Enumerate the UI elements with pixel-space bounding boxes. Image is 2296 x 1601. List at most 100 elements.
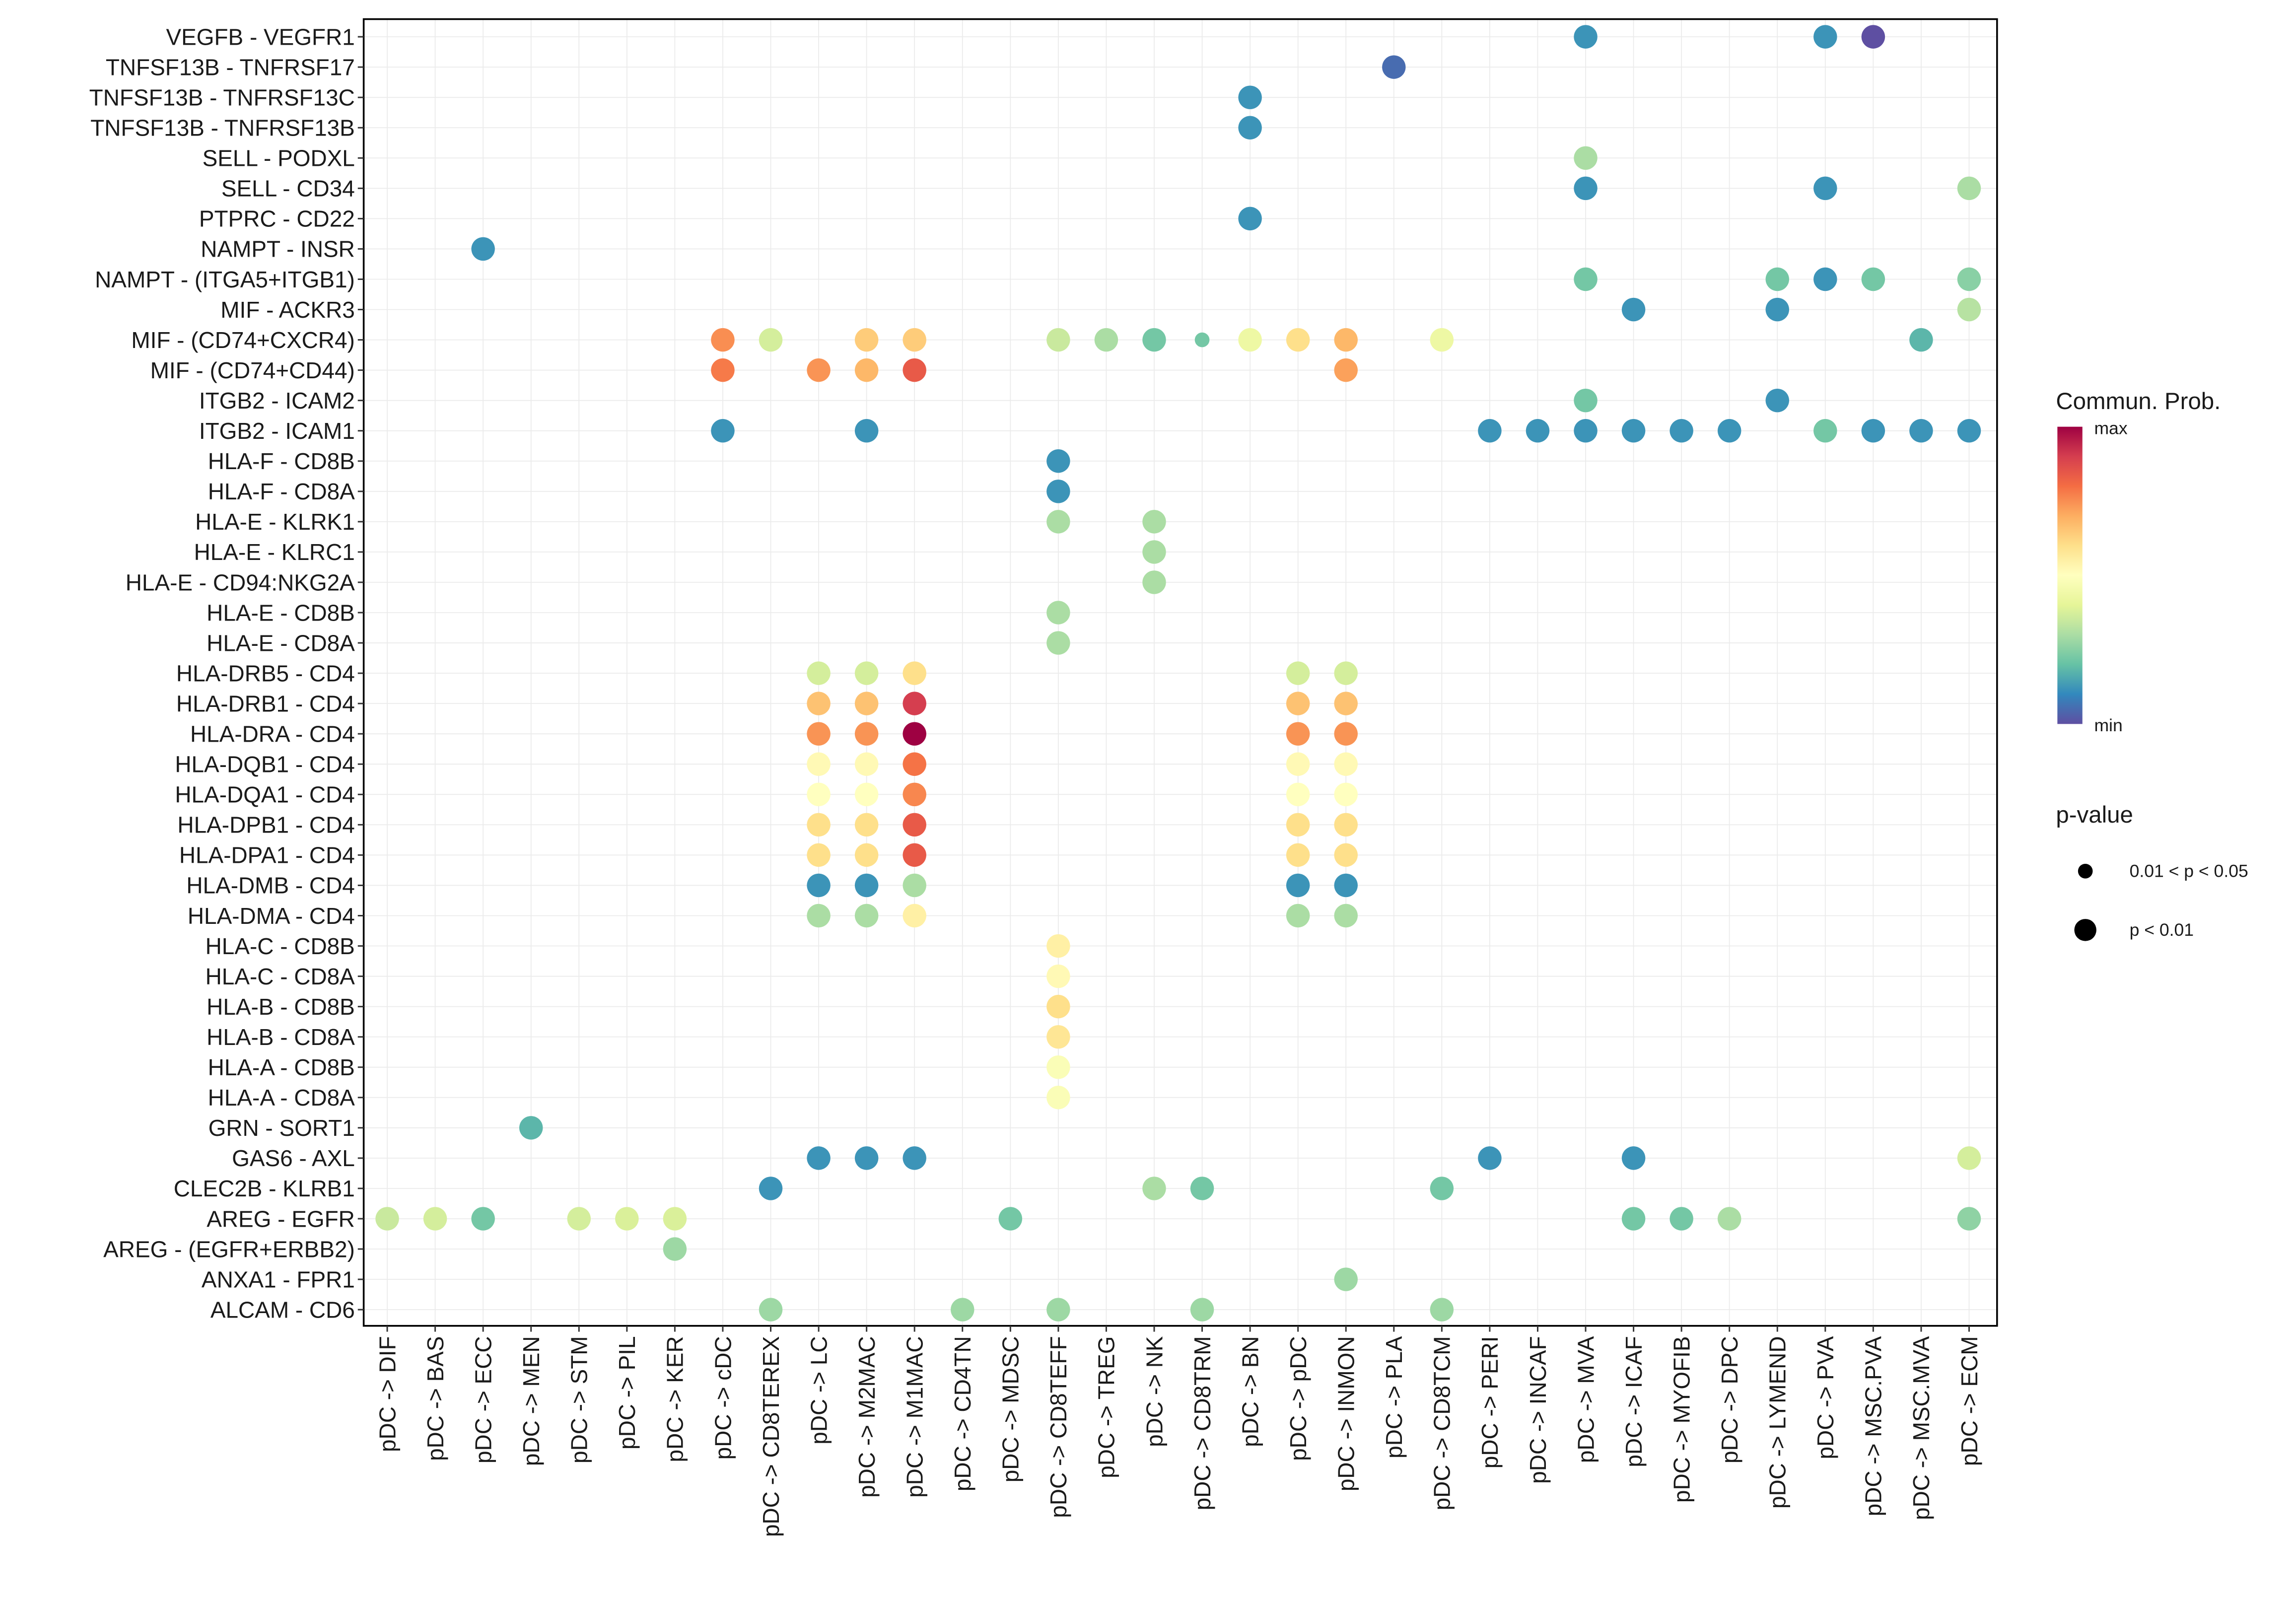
y-tick-label: NAMPT - INSR [201, 236, 355, 262]
data-point [1957, 1207, 1981, 1231]
data-point [1717, 1207, 1741, 1231]
data-point [1334, 692, 1358, 715]
y-tick-label: SELL - PODXL [203, 145, 355, 171]
grid-lines [363, 19, 1997, 1326]
data-point [1334, 843, 1358, 867]
data-point [1957, 297, 1981, 322]
data-point [903, 661, 926, 685]
color-legend-title: Commun. Prob. [2056, 388, 2221, 415]
x-tick-label: pDC -> MSC.MVA [1908, 1336, 1934, 1520]
x-tick-label: pDC -> PIL [614, 1336, 640, 1450]
x-tick-label: pDC -> NK [1141, 1336, 1167, 1447]
data-point [1286, 904, 1310, 928]
data-point [1334, 328, 1358, 352]
y-tick-label: HLA-E - CD94:NKG2A [126, 569, 355, 595]
data-point [903, 692, 926, 715]
data-point [998, 1207, 1023, 1231]
x-tick-label: pDC -> PVA [1812, 1336, 1838, 1459]
data-point [1286, 661, 1310, 685]
data-point [854, 752, 879, 776]
data-point [1574, 388, 1598, 413]
y-tick-label: AREG - (EGFR+ERBB2) [103, 1236, 355, 1262]
data-point [903, 752, 926, 776]
size-legend-title: p-value [2056, 802, 2133, 828]
data-point [903, 722, 926, 746]
x-tick-label: pDC -> M1MAC [902, 1336, 927, 1497]
data-point [711, 328, 735, 352]
data-point [1670, 1207, 1693, 1231]
data-point [854, 692, 879, 715]
y-tick-label: HLA-DPA1 - CD4 [179, 842, 355, 868]
data-point [1430, 1177, 1454, 1200]
y-axis-labels: VEGFB - VEGFR1 TNFSF13B - TNFRSF17 TNFSF13… [89, 24, 364, 1323]
data-point [854, 904, 879, 928]
data-point [903, 813, 926, 837]
y-tick-label: ITGB2 - ICAM1 [199, 418, 355, 444]
data-point [1142, 570, 1166, 594]
data-point [1574, 146, 1598, 170]
data-point [1478, 419, 1502, 443]
data-point [1046, 1298, 1070, 1322]
data-point [1238, 207, 1262, 231]
data-point [807, 843, 831, 867]
data-point [375, 1207, 399, 1231]
x-tick-label: pDC -> DPC [1717, 1336, 1742, 1463]
x-tick-label: pDC -> KER [662, 1336, 688, 1462]
data-point [1813, 25, 1837, 49]
y-tick-label: NAMPT - (ITGA5+ITGB1) [95, 267, 355, 292]
y-tick-label: HLA-A - CD8B [208, 1054, 355, 1080]
x-tick-label: pDC -> MVA [1573, 1336, 1599, 1463]
data-point [1334, 873, 1358, 898]
data-point [1621, 1146, 1646, 1170]
x-tick-label: pDC -> TREG [1094, 1336, 1119, 1478]
y-tick-label: ALCAM - CD6 [210, 1297, 355, 1323]
data-point [1574, 419, 1598, 443]
data-point [1334, 904, 1358, 928]
data-point [807, 813, 831, 837]
color-legend-max: max [2094, 418, 2127, 438]
y-tick-label: HLA-B - CD8B [207, 994, 355, 1020]
y-tick-label: HLA-C - CD8B [206, 933, 355, 959]
data-point [1621, 297, 1646, 322]
data-point [1046, 328, 1070, 352]
x-tick-label: pDC -> MYOFIB [1669, 1336, 1694, 1503]
data-point [903, 1146, 926, 1170]
x-tick-label: pDC -> ICAF [1621, 1336, 1647, 1467]
data-point [1194, 332, 1210, 348]
x-tick-label: pDC -> PLA [1381, 1336, 1407, 1459]
data-point [1238, 85, 1262, 109]
x-tick-label: pDC -> MDSC [998, 1336, 1024, 1482]
size-legend-large-dot [2074, 919, 2096, 941]
y-tick-label: HLA-E - CD8B [207, 600, 355, 626]
data-point [1621, 419, 1646, 443]
data-point [1094, 328, 1118, 352]
data-point [1286, 873, 1310, 898]
y-tick-label: HLA-C - CD8A [206, 964, 355, 989]
data-point [807, 358, 831, 382]
data-point [903, 328, 926, 352]
data-point [1046, 449, 1070, 473]
data-point [423, 1207, 447, 1231]
data-point [1046, 964, 1070, 988]
data-point [807, 873, 831, 898]
y-tick-label: HLA-E - KLRC1 [194, 539, 355, 565]
data-point [1046, 994, 1070, 1019]
data-point [1861, 267, 1885, 291]
data-point [1765, 297, 1789, 322]
data-point [807, 661, 831, 685]
data-point [807, 692, 831, 715]
data-point [1813, 419, 1837, 443]
x-tick-label: pDC -> CD8TCM [1429, 1336, 1455, 1510]
data-point [1574, 267, 1598, 291]
data-point [1142, 328, 1166, 352]
data-point [567, 1207, 591, 1231]
data-point [1046, 1055, 1070, 1079]
data-point [854, 722, 879, 746]
data-point [1765, 388, 1789, 413]
x-tick-label: pDC -> STM [566, 1336, 592, 1463]
y-tick-label: HLA-DRB1 - CD4 [176, 691, 355, 716]
data-point [1238, 328, 1262, 352]
y-tick-label: PTPRC - CD22 [199, 206, 355, 232]
data-point [854, 661, 879, 685]
